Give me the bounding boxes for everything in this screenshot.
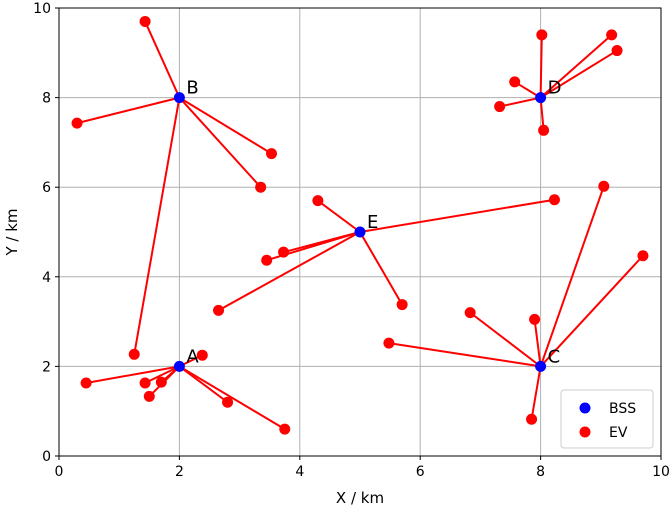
ev-point bbox=[143, 390, 155, 402]
ev-point bbox=[278, 246, 290, 258]
ev-point bbox=[139, 15, 151, 27]
ev-point bbox=[598, 180, 610, 192]
connection-line-d bbox=[499, 96, 541, 108]
ev-point bbox=[255, 181, 267, 193]
bss-point-a bbox=[173, 360, 185, 372]
station-label-b: B bbox=[186, 78, 198, 99]
ev-point bbox=[139, 377, 151, 389]
connection-line-b bbox=[178, 96, 262, 188]
ev-point bbox=[383, 337, 395, 349]
connection-line-b bbox=[133, 97, 181, 355]
ev-point bbox=[71, 117, 83, 129]
y-tick-label: 8 bbox=[42, 91, 51, 107]
station-labels: A B C D E bbox=[186, 78, 561, 368]
legend: BSS EV bbox=[560, 389, 654, 449]
ev-point bbox=[155, 376, 167, 388]
bss-points bbox=[173, 92, 547, 372]
legend-label-ev: EV bbox=[609, 425, 628, 441]
ev-point bbox=[494, 101, 506, 113]
x-tick-label: 6 bbox=[416, 464, 425, 480]
bss-point-b bbox=[173, 92, 185, 104]
ev-point bbox=[464, 307, 476, 319]
ev-point bbox=[196, 349, 208, 361]
legend-label-bss: BSS bbox=[609, 401, 636, 417]
ev-point bbox=[80, 377, 92, 389]
x-tick-label: 8 bbox=[536, 464, 545, 480]
y-tick-label: 4 bbox=[42, 270, 51, 286]
legend-box bbox=[560, 389, 654, 449]
connection-line-c bbox=[530, 366, 542, 420]
connection-line-d bbox=[539, 34, 543, 98]
station-label-c: C bbox=[548, 346, 561, 367]
ev-point bbox=[529, 313, 541, 325]
x-tick-label: 0 bbox=[55, 464, 64, 480]
y-tick-label: 6 bbox=[42, 180, 51, 196]
connection-line-e bbox=[218, 231, 361, 312]
connection-line-c bbox=[469, 311, 542, 368]
connection-line-c bbox=[539, 255, 644, 368]
ev-point bbox=[396, 299, 408, 311]
ev-point bbox=[213, 304, 225, 316]
ev-point bbox=[637, 250, 649, 262]
x-tick-label: 10 bbox=[652, 464, 670, 480]
plot-frame bbox=[58, 7, 662, 457]
ev-points bbox=[71, 15, 649, 435]
x-ticks: 0 2 4 6 8 10 bbox=[55, 456, 670, 480]
legend-marker-bss bbox=[579, 402, 591, 414]
x-tick-label: 2 bbox=[175, 464, 184, 480]
ev-point bbox=[611, 45, 623, 57]
connection-line-c bbox=[533, 319, 542, 367]
ev-point bbox=[509, 76, 521, 88]
ev-point bbox=[536, 29, 548, 41]
connection-line-b bbox=[144, 21, 181, 99]
connection-line-e bbox=[359, 198, 555, 233]
connection-line-d bbox=[539, 34, 613, 99]
connection-line-a bbox=[178, 365, 286, 430]
bss-point-c bbox=[535, 360, 547, 372]
x-axis-label: X / km bbox=[336, 489, 384, 507]
ev-point bbox=[538, 124, 550, 136]
bss-point-e bbox=[354, 226, 366, 238]
connection-line-e bbox=[317, 199, 361, 233]
connection-line-d bbox=[540, 49, 618, 99]
ev-point bbox=[606, 29, 618, 41]
x-tick-label: 4 bbox=[295, 464, 304, 480]
connection-line-c bbox=[388, 342, 541, 368]
ev-point bbox=[548, 194, 560, 206]
connection-line-a bbox=[178, 365, 229, 404]
ev-point bbox=[261, 254, 273, 266]
legend-marker-ev bbox=[579, 426, 591, 438]
ev-point bbox=[279, 423, 291, 435]
station-label-e: E bbox=[367, 212, 378, 233]
bss-point-d bbox=[535, 92, 547, 104]
ev-point bbox=[266, 148, 278, 160]
y-ticks: 0 2 4 6 8 10 bbox=[33, 1, 59, 465]
station-label-d: D bbox=[548, 78, 562, 99]
grid bbox=[58, 7, 662, 457]
connection-line-b bbox=[178, 96, 273, 155]
connection-line-c bbox=[539, 185, 605, 367]
connection-line-a bbox=[144, 365, 180, 384]
connection-line-e bbox=[359, 231, 404, 306]
y-tick-label: 2 bbox=[42, 359, 51, 375]
ev-point bbox=[312, 195, 324, 207]
connection-line-b bbox=[76, 96, 180, 125]
connection-line-a bbox=[85, 365, 180, 384]
y-tick-label: 10 bbox=[33, 1, 51, 17]
station-label-a: A bbox=[186, 346, 199, 367]
y-axis-label: Y / km bbox=[3, 208, 21, 256]
ev-point bbox=[222, 396, 234, 408]
y-tick-label: 0 bbox=[42, 449, 51, 465]
ev-point bbox=[128, 348, 140, 360]
ev-point bbox=[526, 413, 538, 425]
